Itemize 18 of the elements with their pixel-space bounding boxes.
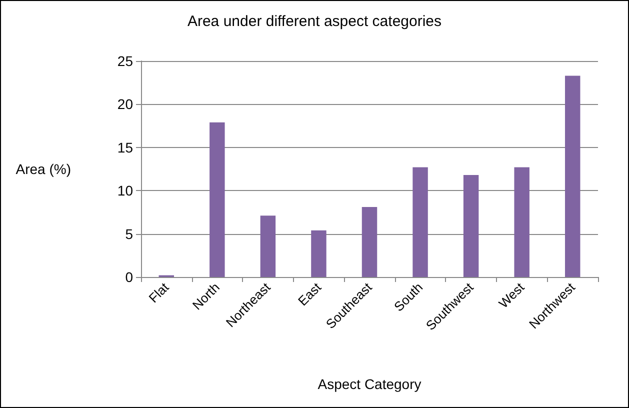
y-tick-label: 25 — [117, 53, 134, 69]
bar — [463, 175, 479, 277]
bar — [210, 122, 225, 277]
y-tick-label: 20 — [117, 96, 134, 112]
bar — [412, 167, 428, 277]
y-tick-label: 0 — [125, 269, 134, 285]
bar — [514, 167, 530, 277]
y-tick-label: 10 — [117, 182, 134, 199]
y-tick-label: 15 — [117, 139, 134, 156]
y-axis-title: Area (%) — [16, 161, 71, 177]
bar — [564, 76, 580, 277]
bar — [362, 207, 378, 277]
chart-title: Area under different aspect categories — [187, 13, 442, 30]
x-tick-label: Flat — [146, 279, 172, 306]
x-axis-title: Aspect Category — [318, 376, 422, 392]
y-tick-label: 5 — [125, 226, 134, 242]
bar — [260, 216, 276, 277]
bar — [311, 230, 326, 277]
